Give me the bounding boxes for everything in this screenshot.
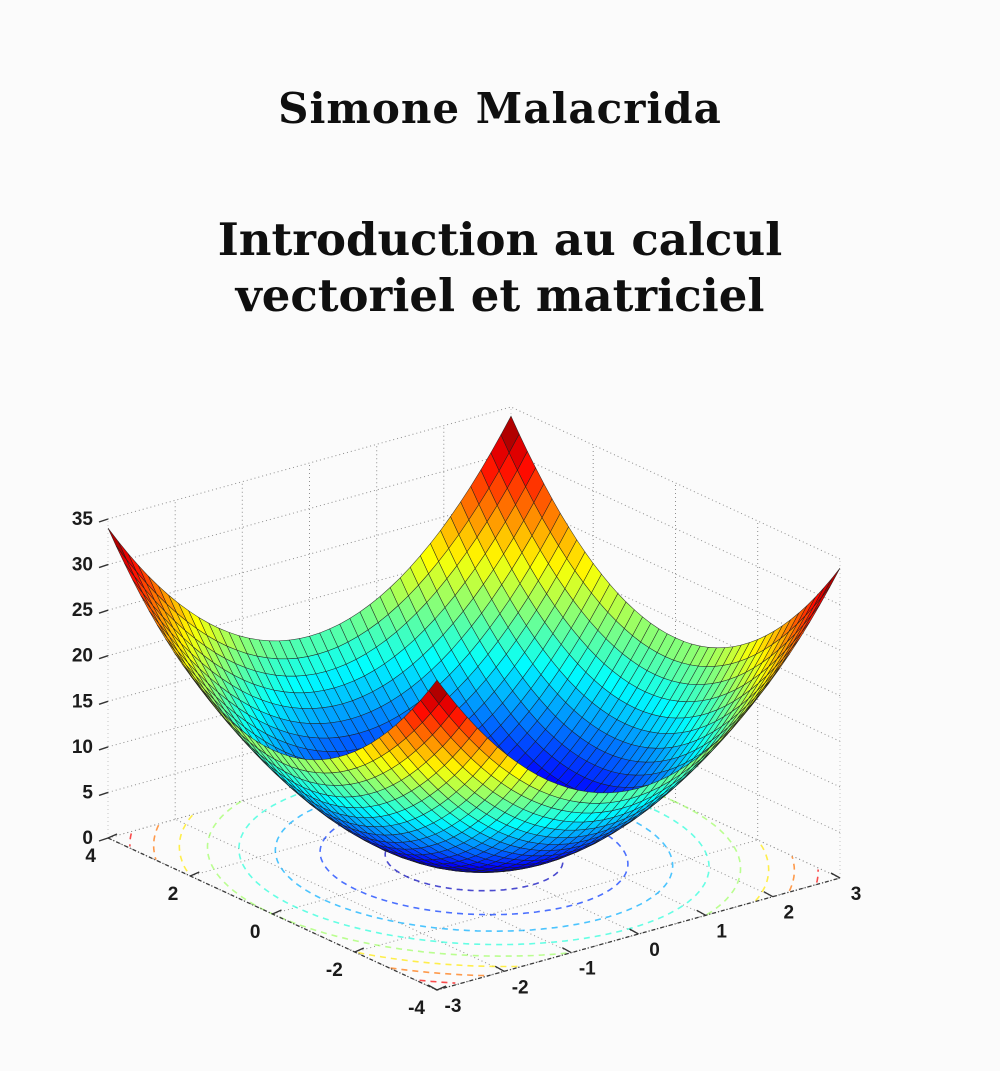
book-title: Introduction au calcul vectoriel et matr… bbox=[0, 212, 1000, 324]
title-line-1: Introduction au calcul bbox=[217, 213, 783, 266]
axis-tick-label: 5 bbox=[82, 782, 93, 803]
axis-tick-label: 0 bbox=[250, 922, 261, 943]
axis-tick-label: 0 bbox=[649, 940, 660, 961]
axis-tick-label: 20 bbox=[72, 646, 93, 667]
author-name: Simone Malacrida bbox=[278, 84, 722, 133]
axis-tick-label: -3 bbox=[445, 996, 462, 1017]
axis-tick-label: -2 bbox=[326, 960, 343, 981]
axis-tick-label: -1 bbox=[579, 959, 596, 980]
axis-tick-label: 30 bbox=[72, 555, 93, 576]
axis-tick-label: -4 bbox=[408, 998, 425, 1019]
axis-tick-label: 2 bbox=[784, 903, 795, 924]
axis-tick-label: 35 bbox=[72, 509, 94, 530]
axis-tick-label: -2 bbox=[512, 977, 529, 998]
axis-tick-label: 0 bbox=[82, 828, 93, 849]
axis-tick-label: 2 bbox=[168, 884, 179, 905]
surface-mesh bbox=[107, 415, 841, 873]
axis-tick-label: 25 bbox=[72, 600, 94, 621]
title-line-2: vectoriel et matriciel bbox=[235, 269, 765, 322]
axis-tick-label: 4 bbox=[85, 846, 96, 867]
axis-tick-label: 15 bbox=[72, 691, 94, 712]
axis-tick-label: 10 bbox=[72, 737, 93, 758]
axis-tick-label: 1 bbox=[716, 921, 727, 942]
axis-tick-label: 3 bbox=[851, 884, 862, 905]
